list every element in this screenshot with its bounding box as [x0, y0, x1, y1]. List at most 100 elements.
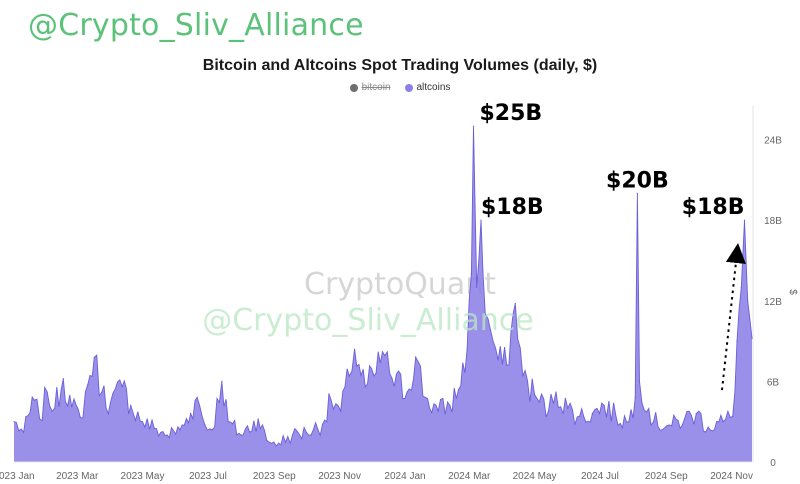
data-point-altcoins-29: [291, 434, 294, 436]
data-point-altcoins-54: [506, 364, 508, 366]
data-point-altcoins-34: [348, 375, 350, 377]
data-point-altcoins-40: [406, 391, 408, 393]
data-point-altcoins-71: [683, 418, 686, 420]
data-point-altcoins-77: [740, 286, 742, 288]
data-point-altcoins-65: [628, 421, 630, 423]
data-point-altcoins-7: [71, 406, 73, 408]
data-point-altcoins-33: [340, 410, 342, 412]
data-point-altcoins-8: [79, 417, 81, 419]
data-point-altcoins-10: [93, 356, 95, 358]
data-point-altcoins-18: [179, 429, 181, 431]
data-point-altcoins-51: [484, 313, 486, 315]
data-point-altcoins-50: [480, 219, 482, 221]
data-point-altcoins-13: [121, 386, 123, 388]
data-point-altcoins-64: [615, 415, 617, 417]
legend-item-altcoins[interactable]: altcoins: [404, 82, 451, 93]
data-point-altcoins-42: [424, 396, 426, 399]
data-point-altcoins-58: [547, 410, 550, 412]
chart-legend: bitcoin altcoins: [0, 82, 800, 93]
data-point-altcoins-14: [130, 405, 132, 407]
annotation-layer: $25B $18B $20B $18B: [480, 101, 745, 220]
data-point-altcoins-28: [278, 442, 280, 444]
data-point-altcoins-52: [490, 329, 492, 331]
data-point-altcoins-39: [391, 378, 393, 380]
data-point-altcoins-1: [23, 431, 25, 433]
data-point-altcoins-17: [166, 434, 168, 436]
x-tick-label-9: 2024 Jul: [581, 471, 619, 482]
data-point-altcoins-49: [476, 286, 478, 288]
x-tick-label-6: 2024 Jan: [384, 471, 425, 482]
data-point-altcoins-63: [603, 405, 605, 407]
data-point-altcoins-32: [330, 399, 332, 401]
x-tick-label-3: 2023 Jul: [189, 471, 227, 482]
data-point-altcoins-3: [39, 418, 41, 420]
x-tick-label-1: 2023 Mar: [56, 471, 99, 482]
x-tick-label-0: 2023 Jan: [0, 471, 35, 482]
x-tick-label-8: 2024 May: [513, 471, 557, 482]
data-point-altcoins-75: [732, 415, 734, 417]
x-tick-label-7: 2024 Mar: [448, 471, 491, 482]
data-point-altcoins-47: [470, 273, 472, 275]
annotation-label-3: $18B: [682, 195, 745, 220]
data-point-altcoins-25: [240, 434, 242, 436]
data-point-altcoins-73: [707, 426, 709, 428]
data-point-altcoins-21: [204, 423, 206, 425]
data-point-altcoins-44: [449, 405, 451, 407]
y-tick-label-2: 12B: [764, 297, 782, 308]
data-point-altcoins-27: [266, 439, 268, 442]
legend-item-bitcoin[interactable]: bitcoin: [349, 82, 391, 93]
data-point-altcoins-78: [743, 219, 746, 221]
data-point-altcoins-35: [354, 348, 356, 350]
data-point-altcoins-56: [522, 375, 524, 377]
data-point-altcoins-9: [87, 383, 89, 385]
x-axis: 2023 Jan 2023 Mar 2023 May 2023 Jul 2023 Sep…: [0, 461, 753, 482]
data-point-altcoins-60: [567, 407, 569, 409]
legend-label-altcoins: altcoins: [416, 82, 451, 93]
x-tick-label-2: 2023 May: [121, 471, 165, 482]
data-point-altcoins-53: [497, 359, 499, 361]
data-point-altcoins-16: [153, 427, 155, 429]
data-point-altcoins-38: [381, 351, 384, 353]
series-area-altcoins: [14, 126, 752, 462]
x-tick-label-4: 2023 Sep: [253, 471, 296, 482]
data-point-altcoins-62: [591, 413, 594, 415]
data-point-altcoins-24: [227, 421, 229, 423]
data-point-altcoins-30: [305, 431, 307, 433]
annotation-label-2: $20B: [606, 168, 669, 193]
data-point-altcoins-69: [652, 421, 655, 423]
watermark-channel-handle: @Crypto_Sliv_Alliance: [28, 8, 364, 43]
data-point-altcoins-48: [472, 125, 475, 127]
data-point-altcoins-74: [722, 421, 724, 423]
data-point-altcoins-59: [555, 391, 557, 393]
watermark-overlay-text: @Crypto_Sliv_Alliance: [202, 303, 534, 338]
y-axis: 0 6B 12B 18B 24B: [752, 106, 782, 469]
data-point-altcoins-70: [671, 425, 673, 427]
data-point-altcoins-22: [211, 429, 213, 431]
chart-title: Bitcoin and Altcoins Spot Trading Volume…: [202, 57, 598, 74]
data-point-altcoins-45: [457, 388, 460, 391]
trend-arrow: [721, 243, 746, 391]
data-point-altcoins-41: [415, 356, 417, 358]
y-axis-unit: $: [787, 289, 798, 295]
data-point-altcoins-11: [101, 391, 103, 393]
annotation-label-0: $25B: [480, 101, 543, 126]
annotation-label-1: $18B: [481, 195, 544, 220]
data-point-altcoins-72: [695, 413, 697, 415]
data-point-altcoins-46: [466, 348, 468, 350]
legend-dot-altcoins: [404, 83, 413, 92]
data-point-altcoins-19: [190, 413, 192, 415]
data-point-altcoins-5: [54, 407, 56, 409]
data-point-altcoins-67: [636, 192, 639, 194]
data-point-altcoins-43: [437, 410, 439, 412]
data-point-altcoins-80: [751, 337, 753, 339]
series-layer: [13, 125, 753, 462]
data-point-altcoins-6: [62, 378, 64, 380]
data-point-altcoins-0: [13, 421, 15, 423]
x-tick-label-10: 2024 Sep: [645, 471, 688, 482]
data-point-altcoins-31: [321, 423, 324, 425]
data-point-altcoins-4: [46, 391, 48, 393]
data-point-altcoins-23: [221, 380, 223, 382]
data-point-altcoins-55: [514, 302, 516, 305]
data-point-altcoins-20: [196, 396, 198, 399]
